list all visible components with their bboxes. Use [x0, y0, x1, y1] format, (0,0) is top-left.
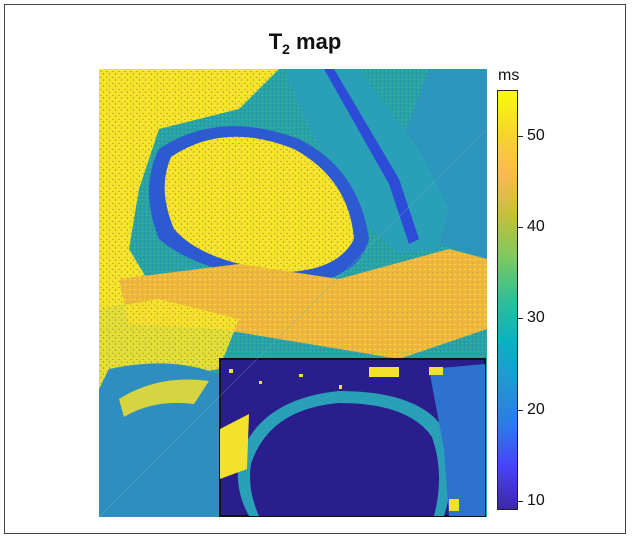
colorbar-tick-label: 30: [527, 309, 545, 327]
colorbar-tick: [518, 226, 523, 228]
colorbar-tick-label: 50: [527, 126, 545, 144]
colorbar-tick-label: 10: [527, 491, 545, 509]
figure-title: T2 map: [268, 29, 342, 57]
colorbar-unit-label: ms: [498, 67, 520, 84]
colorbar-tick: [518, 500, 523, 502]
colorbar-tick: [518, 135, 523, 137]
colorbar-tick-label: 20: [527, 400, 545, 418]
colorbar-tick: [518, 318, 523, 320]
mri-t2-map-image: [99, 69, 487, 517]
colorbar-tick: [518, 409, 523, 411]
colorbar-tick-label: 40: [527, 217, 545, 235]
colorbar-gradient: [497, 90, 518, 510]
